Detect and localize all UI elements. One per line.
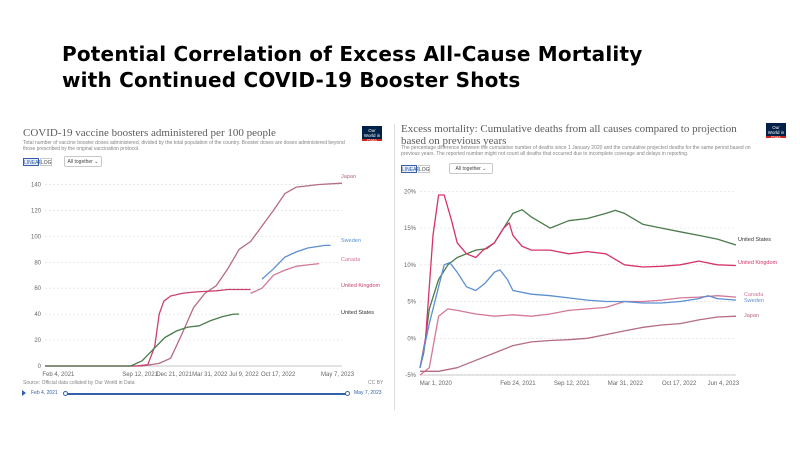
left-slider-start-label: Feb 4, 2021 [31,390,58,396]
series-line-japan [420,315,737,372]
y-tick-label: 100 [31,234,42,240]
x-tick-label: Sep 12, 2021 [122,372,158,378]
x-tick-label: Sep 12, 2021 [554,381,590,387]
series-label-sweden: Sweden [341,238,361,244]
right-dropdown-label: All together [455,166,481,172]
series-label-united-states: United States [738,237,771,243]
x-tick-label: Feb 24, 2021 [500,381,536,387]
panel-divider [394,124,395,410]
y-tick-label: 0% [407,336,416,342]
y-tick-label: 140 [31,182,42,188]
x-tick-label: Feb 4, 2021 [42,372,75,378]
y-tick-label: 80 [34,260,41,266]
series-label-united-kingdom: United Kingdom [738,260,778,266]
series-line-canada [250,262,320,294]
y-tick-label: 15% [404,226,417,232]
chevron-down-icon: ⌄ [482,166,487,172]
series-line-united-states [45,313,240,367]
series-label-canada: Canada [744,292,764,298]
x-tick-label: Mar 31, 2022 [608,381,644,387]
y-tick-label: 10% [404,263,417,269]
x-tick-label: Oct 17, 2022 [662,381,697,387]
chevron-down-icon: ⌄ [94,159,99,165]
y-tick-label: 120 [31,208,42,214]
series-line-sweden [261,244,331,280]
x-tick-label: Oct 17, 2022 [261,372,296,378]
headline-line-1: Potential Correlation of Excess All-Caus… [62,42,643,66]
left-country-dropdown[interactable]: All together ⌄ [64,156,102,167]
x-tick-label: Jul 9, 2022 [229,372,259,378]
x-tick-label: Mar 1, 2020 [420,381,453,387]
headline-line-2: with Continued COVID-19 Booster Shots [62,68,521,92]
left-source-note: Source: Official data collated by Our Wo… [23,380,135,386]
right-line-chart: -5% 0% 5% 10% 15% 20% Mar 1, 2020 Feb 24, 2021 S… [404,189,778,387]
right-log-button[interactable]: LOG [418,165,430,173]
left-owid-logo[interactable]: Our World in Data [362,126,382,143]
series-label-sweden: Sweden [744,298,764,304]
series-label-united-kingdom: United Kingdom [341,283,381,289]
series-label-united-states: United States [341,310,374,316]
y-tick-label: 60 [34,286,41,292]
left-chart-subtitle: Total number of vaccine booster doses ad… [23,140,345,152]
x-tick-label: Mar 31, 2022 [192,372,228,378]
left-slider-start-handle[interactable] [63,391,68,396]
right-owid-logo[interactable]: Our World in Data [766,123,786,140]
series-line-japan [45,182,343,367]
left-log-button[interactable]: LOG [40,158,52,166]
right-country-dropdown[interactable]: All together ⌄ [449,163,493,174]
right-chart-title: Excess mortality: Cumulative deaths from… [401,123,737,147]
headline: Potential Correlation of Excess All-Caus… [62,41,782,93]
series-line-united-states [419,209,737,368]
left-time-slider-track[interactable] [66,393,348,395]
left-chart-title: COVID-19 vaccine boosters administered p… [23,127,276,139]
left-line-chart: 0 20 40 60 80 100 120 140 Feb 4, 2021 Sep 12, 202… [31,174,381,378]
y-tick-label: 5% [407,300,416,306]
y-tick-label: 0 [38,364,42,370]
x-tick-label: May 7, 2023 [321,372,355,378]
series-label-japan: Japan [744,313,759,319]
left-slider-end-label: May 7, 2023 [354,390,382,396]
left-slider-end-handle[interactable] [345,391,350,396]
y-tick-label: -5% [405,373,416,379]
left-dropdown-label: All together [67,159,93,165]
x-tick-label: Dec 21, 2021 [156,372,192,378]
left-license[interactable]: CC BY [368,380,384,386]
y-tick-label: 20 [34,338,41,344]
y-tick-label: 40 [34,312,41,318]
series-label-japan: Japan [341,174,356,180]
series-line-sweden [419,261,737,368]
left-linear-button[interactable]: LINEAR [23,158,43,166]
right-linear-button[interactable]: LINEAR [401,165,421,173]
x-tick-label: Jun 4, 2023 [708,381,740,387]
series-line-united-kingdom [419,194,737,368]
series-line-canada [419,295,737,376]
series-label-canada: Canada [341,257,361,263]
right-chart-subtitle: The percentage difference between the cu… [401,145,751,157]
play-icon[interactable] [22,390,26,396]
y-tick-label: 20% [404,189,417,195]
series-line-united-kingdom [45,288,251,367]
